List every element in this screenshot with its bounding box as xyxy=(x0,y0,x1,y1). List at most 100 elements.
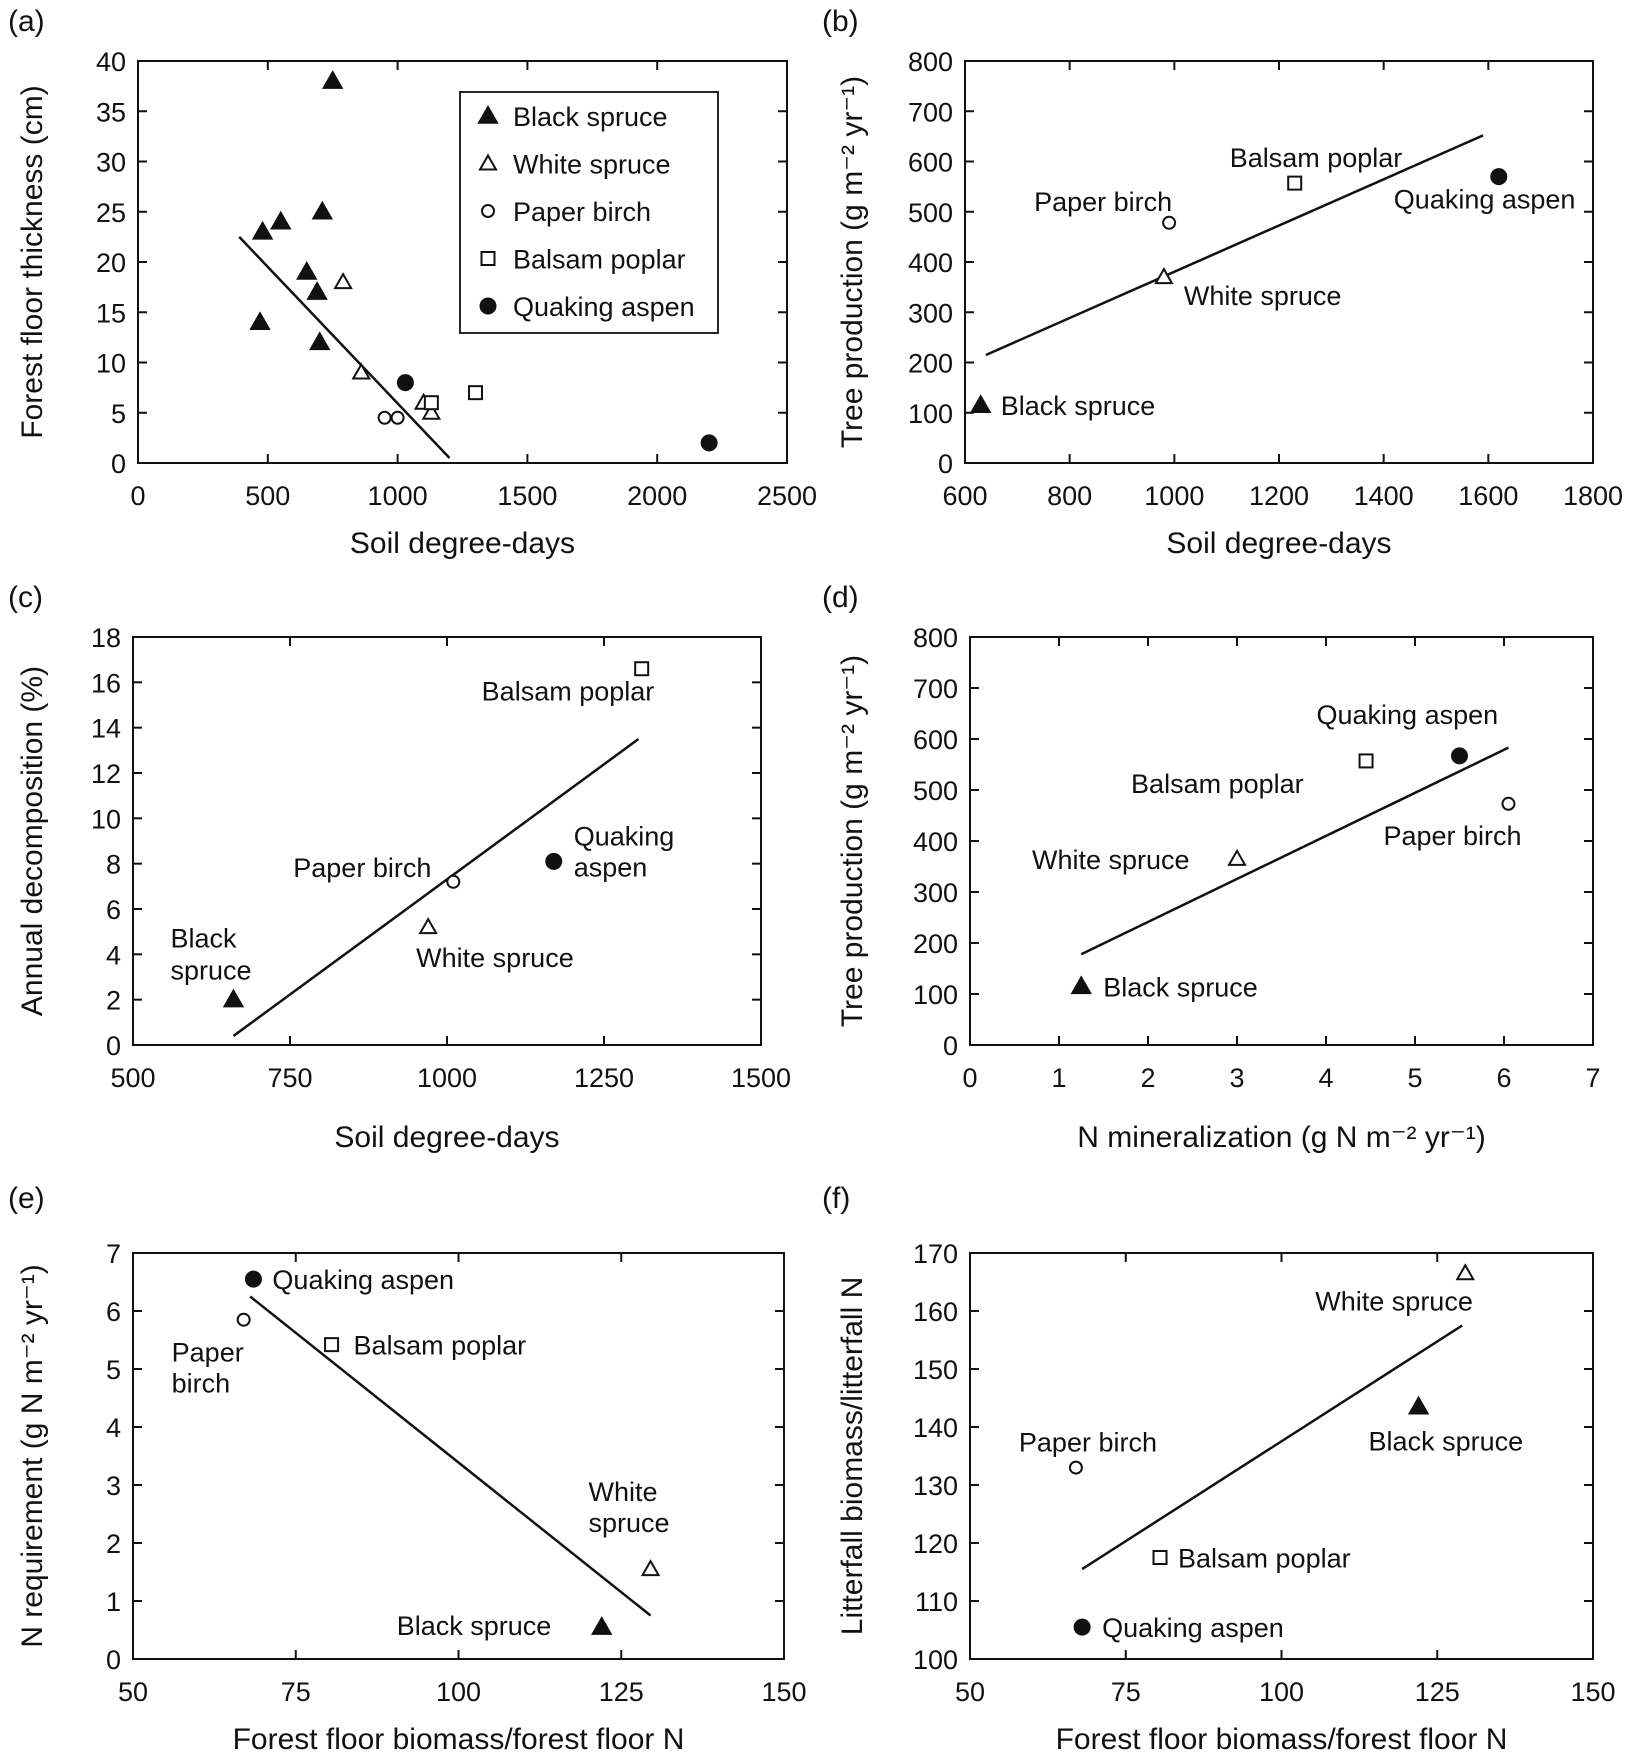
point-label: spruce xyxy=(589,1508,670,1538)
y-tick-label: 0 xyxy=(938,449,953,479)
y-tick-label: 6 xyxy=(106,895,121,925)
regression-line xyxy=(1081,1324,1463,1571)
panel-e: (e) 50 75 100 125 150 0 1 2 3 4 5 6 7 Forest floor bio… xyxy=(8,1182,807,1756)
y-tick-label: 300 xyxy=(908,298,953,328)
y-tick-label: 200 xyxy=(908,349,953,379)
y-tick-label: 2 xyxy=(106,1529,121,1559)
point-label: Black spruce xyxy=(1369,1427,1524,1457)
data-point-quaking-aspen xyxy=(396,374,414,392)
x-tick-label: 1 xyxy=(1051,1063,1066,1093)
y-tick-label: 14 xyxy=(91,714,121,744)
data-point-black-spruce xyxy=(1070,975,1092,995)
data-point-white-spruce xyxy=(1227,848,1247,866)
point-label: Paper birch xyxy=(1034,187,1172,217)
point-label: Balsam poplar xyxy=(1178,1544,1351,1574)
y-tick-label: 500 xyxy=(913,776,958,806)
point-label: Black spruce xyxy=(1001,391,1156,421)
point-label: Quaking xyxy=(574,821,675,851)
y-tick-label: 160 xyxy=(913,1297,958,1327)
panel-d: (d) 0 1 2 3 4 5 6 7 0 100 200 300 400 500 600 700 800 N mi… xyxy=(822,581,1601,1154)
data-point-black-spruce xyxy=(321,70,344,89)
y-axis-title: Forest floor thickness (cm) xyxy=(16,85,49,438)
y-tick-label: 110 xyxy=(915,1587,958,1617)
data-point-white-spruce xyxy=(418,917,438,935)
data-point-paper-birch xyxy=(390,410,405,425)
x-tick-label: 1800 xyxy=(1563,481,1623,511)
y-tick-label: 25 xyxy=(96,198,126,228)
point-label: White spruce xyxy=(1184,281,1342,311)
regression-line xyxy=(249,1295,652,1617)
y-tick-label: 15 xyxy=(96,298,126,328)
y-tick-label: 130 xyxy=(913,1471,958,1501)
y-tick-label: 4 xyxy=(106,940,121,970)
plot-frame xyxy=(132,1252,785,1660)
data-point-balsam-poplar xyxy=(1152,1550,1168,1565)
data-point-paper-birch xyxy=(236,1312,251,1327)
point-label: Paper birch xyxy=(1383,821,1521,851)
y-tick-label: 140 xyxy=(913,1413,958,1443)
data-point-paper-birch xyxy=(377,410,392,425)
legend-marker xyxy=(479,297,497,315)
y-axis-title: Tree production (g m⁻² yr⁻¹) xyxy=(836,655,869,1027)
x-axis-title: N mineralization (g N m⁻² yr⁻¹) xyxy=(1077,1121,1485,1154)
x-tick-label: 125 xyxy=(1415,1677,1460,1707)
y-tick-label: 400 xyxy=(908,248,953,278)
point-label: Quaking aspen xyxy=(1317,700,1499,730)
x-tick-label: 800 xyxy=(1047,481,1092,511)
y-tick-label: 8 xyxy=(106,850,121,880)
data-point-black-spruce xyxy=(308,331,331,351)
legend-box xyxy=(459,91,719,334)
x-tick-label: 1500 xyxy=(731,1063,791,1093)
data-point-black-spruce xyxy=(270,210,292,230)
point-label: Quaking aspen xyxy=(272,1265,454,1295)
y-tick-label: 10 xyxy=(96,349,126,379)
y-tick-label: 0 xyxy=(106,1031,121,1061)
data-point-white-spruce xyxy=(351,362,371,380)
y-tick-label: 12 xyxy=(91,759,121,789)
y-tick-label: 170 xyxy=(913,1239,958,1269)
data-point-quaking-aspen xyxy=(545,852,563,870)
data-point-white-spruce xyxy=(1455,1263,1476,1281)
y-tick-label: 5 xyxy=(111,399,126,429)
x-axis-title: Soil degree-days xyxy=(350,527,575,560)
x-tick-label: 1000 xyxy=(368,481,428,511)
x-axis-title: Forest floor biomass/forest floor N xyxy=(233,1723,685,1756)
y-tick-label: 600 xyxy=(908,148,953,178)
y-tick-label: 100 xyxy=(913,1645,958,1675)
data-point-black-spruce xyxy=(311,200,334,220)
data-point-paper-birch xyxy=(1162,215,1177,230)
point-label: White xyxy=(589,1477,658,1507)
panel-label: (b) xyxy=(822,5,859,38)
x-tick-label: 2 xyxy=(1140,1063,1155,1093)
x-tick-label: 500 xyxy=(110,1063,155,1093)
y-tick-label: 150 xyxy=(913,1355,958,1385)
y-axis-title: N requirement (g N m⁻² yr⁻¹) xyxy=(16,1264,49,1647)
panel-f: (f) 50 75 100 125 150 100 110 120 130 140 150 160 170… xyxy=(822,1182,1616,1756)
data-point-balsam-poplar xyxy=(324,1337,340,1353)
data-point-black-spruce xyxy=(249,311,271,331)
x-tick-label: 50 xyxy=(118,1677,148,1707)
y-tick-label: 200 xyxy=(913,929,958,959)
point-label: Balsam poplar xyxy=(354,1331,527,1361)
x-tick-label: 50 xyxy=(955,1677,985,1707)
point-label: birch xyxy=(172,1369,231,1399)
y-tick-label: 2 xyxy=(106,986,121,1016)
data-point-paper-birch xyxy=(446,874,461,889)
y-tick-label: 400 xyxy=(913,827,958,857)
x-tick-label: 600 xyxy=(942,481,987,511)
data-point-balsam-poplar xyxy=(1287,175,1303,191)
y-tick-label: 100 xyxy=(908,399,953,429)
x-tick-label: 1000 xyxy=(417,1063,477,1093)
y-tick-label: 0 xyxy=(106,1645,121,1675)
y-tick-label: 700 xyxy=(908,97,953,127)
data-point-balsam-poplar xyxy=(467,385,483,401)
x-tick-label: 1400 xyxy=(1354,481,1414,511)
point-label: Black xyxy=(170,924,237,954)
data-point-black-spruce xyxy=(251,220,274,240)
legend-marker xyxy=(480,251,496,266)
x-tick-label: 75 xyxy=(1111,1677,1141,1707)
regression-line xyxy=(238,236,451,459)
x-tick-label: 100 xyxy=(1259,1677,1304,1707)
x-tick-label: 0 xyxy=(962,1063,977,1093)
regression-line xyxy=(985,134,1484,357)
